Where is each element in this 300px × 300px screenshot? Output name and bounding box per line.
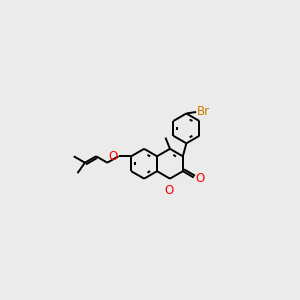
Text: O: O: [109, 150, 118, 163]
Text: O: O: [195, 172, 205, 185]
Text: O: O: [164, 184, 173, 197]
Text: Br: Br: [197, 106, 210, 118]
